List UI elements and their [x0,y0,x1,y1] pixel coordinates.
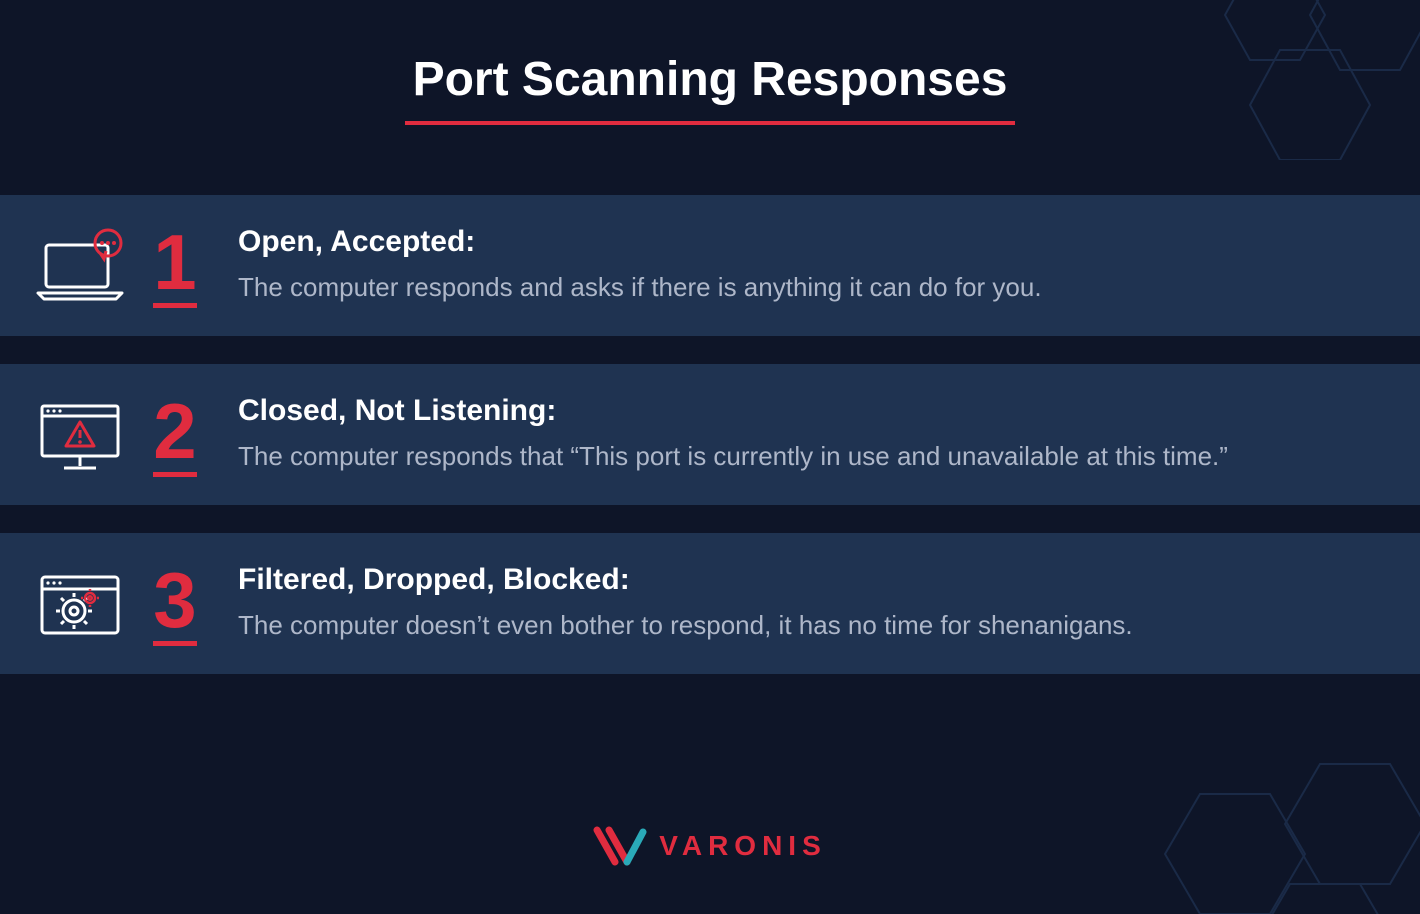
browser-gear-icon [20,565,140,645]
response-number-value: 1 [140,223,210,301]
response-number: 3 [140,561,210,646]
page-title: Port Scanning Responses [413,52,1008,113]
laptop-chat-icon [20,227,140,307]
response-list: 1 Open, Accepted: The computer responds an… [0,195,1420,674]
response-number-value: 3 [140,561,210,639]
varonis-mark-icon [593,826,647,866]
response-row: 1 Open, Accepted: The computer responds an… [0,195,1420,336]
response-row: 3 Filtered, Dropped, Blocked: The computer… [0,533,1420,674]
response-text: Open, Accepted: The computer responds and… [210,223,1380,307]
response-description: The computer responds and asks if there … [238,269,1380,307]
title-underline [405,121,1015,125]
infographic-canvas: Port Scanning Responses 1Open, Accepted:… [0,0,1420,914]
response-number: 1 [140,223,210,308]
response-text: Filtered, Dropped, Blocked: The computer … [210,561,1380,645]
response-title: Open, Accepted: [238,225,1380,259]
response-title: Filtered, Dropped, Blocked: [238,563,1380,597]
title-section: Port Scanning Responses [0,0,1420,125]
response-description: The computer doesn’t even bother to resp… [238,607,1380,645]
footer: VARONIS [0,826,1420,866]
response-title: Closed, Not Listening: [238,394,1380,428]
response-number: 2 [140,392,210,477]
response-description: The computer responds that “This port is… [238,438,1380,476]
brand-text: VARONIS [659,830,827,862]
monitor-warning-icon [20,396,140,476]
response-row: 2 Closed, Not Listening: The computer resp… [0,364,1420,505]
response-text: Closed, Not Listening: The computer respo… [210,392,1380,476]
brand-logo: VARONIS [593,826,827,866]
response-number-value: 2 [140,392,210,470]
